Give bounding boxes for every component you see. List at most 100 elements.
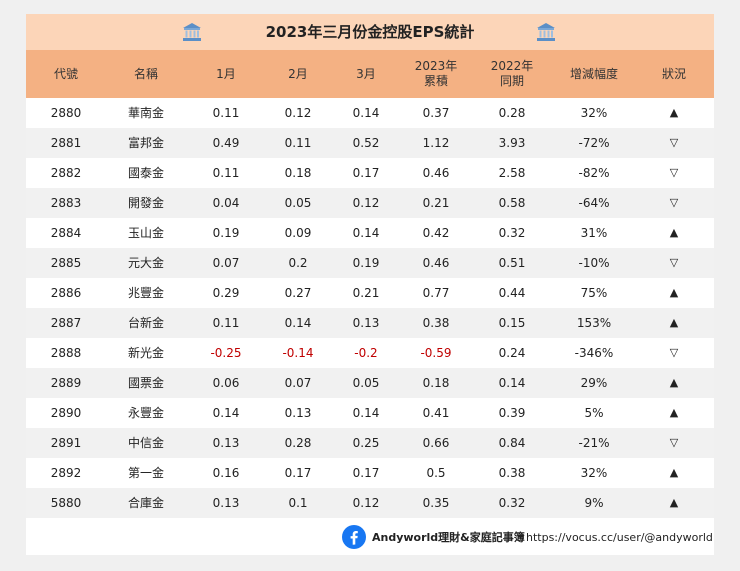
- eps-feb: 0.18: [284, 166, 312, 180]
- eps-feb: 0.17: [284, 466, 312, 480]
- stock-code: 2892: [50, 466, 82, 480]
- status-indicator: ▲: [669, 106, 679, 119]
- table-row: 5880 合庫金 0.13 0.1 0.12 0.35 0.32 9% ▲: [26, 488, 714, 518]
- status-indicator: ▲: [669, 406, 679, 419]
- eps-jan: 0.04: [212, 196, 240, 210]
- table-row: 2888 新光金 -0.25 -0.14 -0.2 -0.59 0.24 -346% ▽: [26, 338, 714, 368]
- title-bar: 2023年三月份金控股EPS統計: [26, 14, 714, 50]
- stock-code: 2884: [50, 226, 82, 240]
- eps-jan: 0.49: [212, 136, 240, 150]
- eps-prev-year: 2.58: [498, 166, 526, 180]
- status-indicator: ▽: [669, 136, 679, 149]
- header-ytd: 2023年 累積: [414, 59, 458, 88]
- company-name: 永豐金: [127, 406, 164, 420]
- status-indicator: ▲: [669, 496, 679, 509]
- table-body: 2880 華南金 0.11 0.12 0.14 0.37 0.28 32% ▲ 2881 富邦金 0.…: [26, 98, 714, 518]
- table-row: 2889 國票金 0.06 0.07 0.05 0.18 0.14 29% ▲: [26, 368, 714, 398]
- change-percent: 75%: [580, 286, 608, 300]
- eps-jan: -0.25: [210, 346, 242, 360]
- status-indicator: ▲: [669, 226, 679, 239]
- stock-code: 5880: [50, 496, 82, 510]
- eps-mar: 0.14: [352, 106, 380, 120]
- bank-building-icon: [183, 23, 201, 41]
- eps-mar: 0.21: [352, 286, 380, 300]
- table-row: 2881 富邦金 0.49 0.11 0.52 1.12 3.93 -72% ▽: [26, 128, 714, 158]
- eps-jan: 0.06: [212, 376, 240, 390]
- eps-prev-year: 0.32: [498, 496, 526, 510]
- table-row: 2886 兆豐金 0.29 0.27 0.21 0.77 0.44 75% ▲: [26, 278, 714, 308]
- footer: Andyworld理財&家庭記事簿 https://vocus.cc/user/…: [26, 520, 714, 555]
- table-row: 2885 元大金 0.07 0.2 0.19 0.46 0.51 -10% ▽: [26, 248, 714, 278]
- table-row: 2883 開發金 0.04 0.05 0.12 0.21 0.58 -64% ▽: [26, 188, 714, 218]
- stock-code: 2891: [50, 436, 82, 450]
- eps-mar: 0.25: [352, 436, 380, 450]
- table-row: 2891 中信金 0.13 0.28 0.25 0.66 0.84 -21% ▽: [26, 428, 714, 458]
- eps-feb: 0.1: [288, 496, 308, 510]
- stock-code: 2886: [50, 286, 82, 300]
- eps-prev-year: 0.24: [498, 346, 526, 360]
- eps-ytd: 0.42: [422, 226, 450, 240]
- eps-ytd: 0.35: [422, 496, 450, 510]
- eps-feb: -0.14: [282, 346, 314, 360]
- eps-ytd: 0.37: [422, 106, 450, 120]
- stock-code: 2885: [50, 256, 82, 270]
- eps-prev-year: 3.93: [498, 136, 526, 150]
- eps-mar: -0.2: [354, 346, 378, 360]
- eps-jan: 0.07: [212, 256, 240, 270]
- eps-mar: 0.14: [352, 226, 380, 240]
- change-percent: -21%: [578, 436, 610, 450]
- change-percent: -10%: [578, 256, 610, 270]
- eps-ytd: 0.46: [422, 166, 450, 180]
- eps-jan: 0.19: [212, 226, 240, 240]
- change-percent: -82%: [578, 166, 610, 180]
- header-prev-year: 2022年 同期: [490, 59, 534, 88]
- eps-ytd: 0.66: [422, 436, 450, 450]
- change-percent: 32%: [580, 106, 608, 120]
- table-row: 2892 第一金 0.16 0.17 0.17 0.5 0.38 32% ▲: [26, 458, 714, 488]
- bank-building-icon: [537, 23, 555, 41]
- eps-prev-year: 0.15: [498, 316, 526, 330]
- stock-code: 2880: [50, 106, 82, 120]
- eps-prev-year: 0.44: [498, 286, 526, 300]
- change-percent: 29%: [580, 376, 608, 390]
- change-percent: -72%: [578, 136, 610, 150]
- eps-mar: 0.52: [352, 136, 380, 150]
- company-name: 新光金: [127, 346, 164, 360]
- eps-mar: 0.12: [352, 196, 380, 210]
- eps-mar: 0.14: [352, 406, 380, 420]
- stock-code: 2887: [50, 316, 82, 330]
- eps-prev-year: 0.39: [498, 406, 526, 420]
- eps-mar: 0.19: [352, 256, 380, 270]
- eps-jan: 0.29: [212, 286, 240, 300]
- company-name: 華南金: [127, 106, 164, 120]
- facebook-icon[interactable]: [342, 525, 366, 549]
- company-name: 富邦金: [127, 136, 164, 150]
- change-percent: 153%: [576, 316, 612, 330]
- stock-code: 2889: [50, 376, 82, 390]
- header-change: 增減幅度: [569, 66, 618, 81]
- table-row: 2880 華南金 0.11 0.12 0.14 0.37 0.28 32% ▲: [26, 98, 714, 128]
- eps-prev-year: 0.32: [498, 226, 526, 240]
- stock-code: 2890: [50, 406, 82, 420]
- table-row: 2890 永豐金 0.14 0.13 0.14 0.41 0.39 5% ▲: [26, 398, 714, 428]
- header-name: 名稱: [133, 66, 158, 81]
- eps-jan: 0.13: [212, 436, 240, 450]
- eps-mar: 0.13: [352, 316, 380, 330]
- eps-prev-year: 0.28: [498, 106, 526, 120]
- header-code: 代號: [53, 66, 78, 81]
- footer-url-link[interactable]: https://vocus.cc/user/@andyworld: [526, 531, 713, 544]
- eps-prev-year: 0.38: [498, 466, 526, 480]
- eps-feb: 0.09: [284, 226, 312, 240]
- eps-feb: 0.13: [284, 406, 312, 420]
- eps-prev-year: 0.51: [498, 256, 526, 270]
- eps-jan: 0.11: [212, 316, 240, 330]
- change-percent: 31%: [580, 226, 608, 240]
- company-name: 國泰金: [127, 166, 164, 180]
- company-name: 兆豐金: [127, 286, 164, 300]
- stock-code: 2883: [50, 196, 82, 210]
- eps-prev-year: 0.58: [498, 196, 526, 210]
- table-header: 代號 名稱 1月 2月 3月 2023年 累積 2022年 同期 增減幅度 狀況: [26, 50, 714, 98]
- eps-prev-year: 0.14: [498, 376, 526, 390]
- company-name: 中信金: [127, 436, 164, 450]
- stock-code: 2882: [50, 166, 82, 180]
